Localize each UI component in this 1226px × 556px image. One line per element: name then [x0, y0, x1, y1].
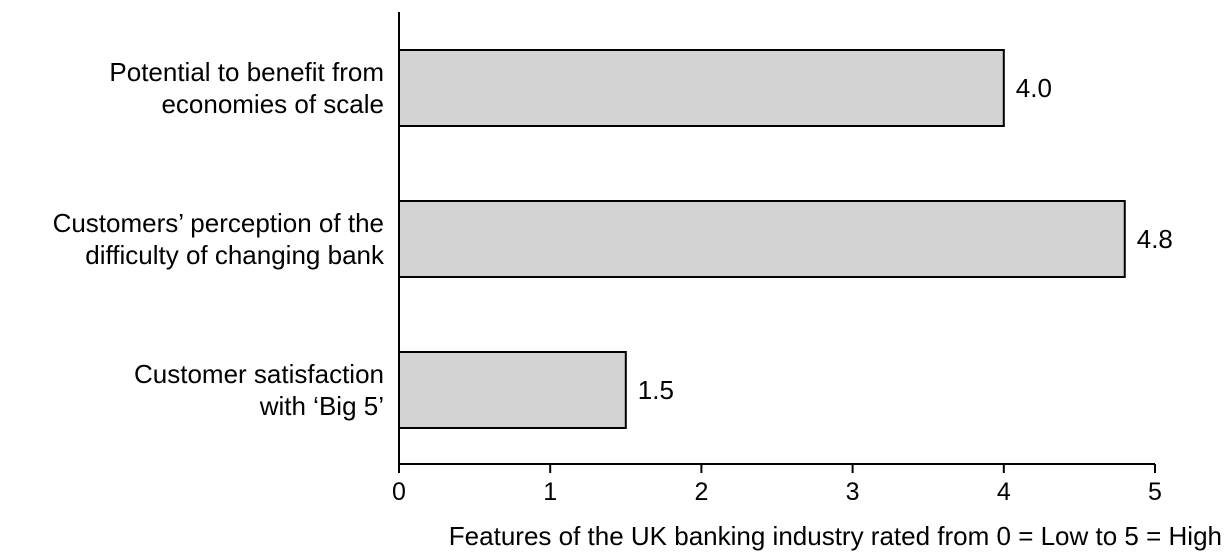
bar-2 — [398, 200, 1126, 278]
x-ticks-group: 0 1 2 3 4 5 — [392, 464, 1162, 506]
data-label-1: 4.0 — [1016, 73, 1052, 103]
category-label-2: Customers’ perception of the difficulty o… — [53, 208, 385, 270]
category-label-3-line-2: with ‘Big 5’ — [259, 391, 384, 421]
bar-1 — [398, 49, 1005, 127]
x-tick-label-0: 0 — [392, 478, 406, 506]
bars-group — [398, 49, 1126, 429]
bar-3 — [398, 351, 627, 429]
x-tick-label-3: 3 — [846, 478, 860, 506]
category-label-1-line-2: economies of scale — [161, 89, 384, 119]
x-axis-title: Features of the UK banking industry rate… — [449, 521, 1222, 551]
category-labels-group: Potential to benefit from economies of sc… — [53, 57, 385, 421]
category-label-1: Potential to benefit from economies of sc… — [109, 57, 384, 119]
data-labels-group: 4.0 4.8 1.5 — [638, 73, 1173, 405]
category-label-1-line-1: Potential to benefit from — [109, 57, 384, 87]
x-tick-label-1: 1 — [543, 478, 557, 506]
x-tick-label-4: 4 — [997, 478, 1011, 506]
x-tick-label-5: 5 — [1148, 478, 1162, 506]
category-label-2-line-2: difficulty of changing bank — [85, 240, 385, 270]
x-tick-label-2: 2 — [694, 478, 708, 506]
category-label-3-line-1: Customer satisfaction — [134, 359, 384, 389]
category-label-2-line-1: Customers’ perception of the — [53, 208, 384, 238]
category-label-3: Customer satisfaction with ‘Big 5’ — [134, 359, 384, 421]
data-label-2: 4.8 — [1137, 224, 1173, 254]
data-label-3: 1.5 — [638, 375, 674, 405]
